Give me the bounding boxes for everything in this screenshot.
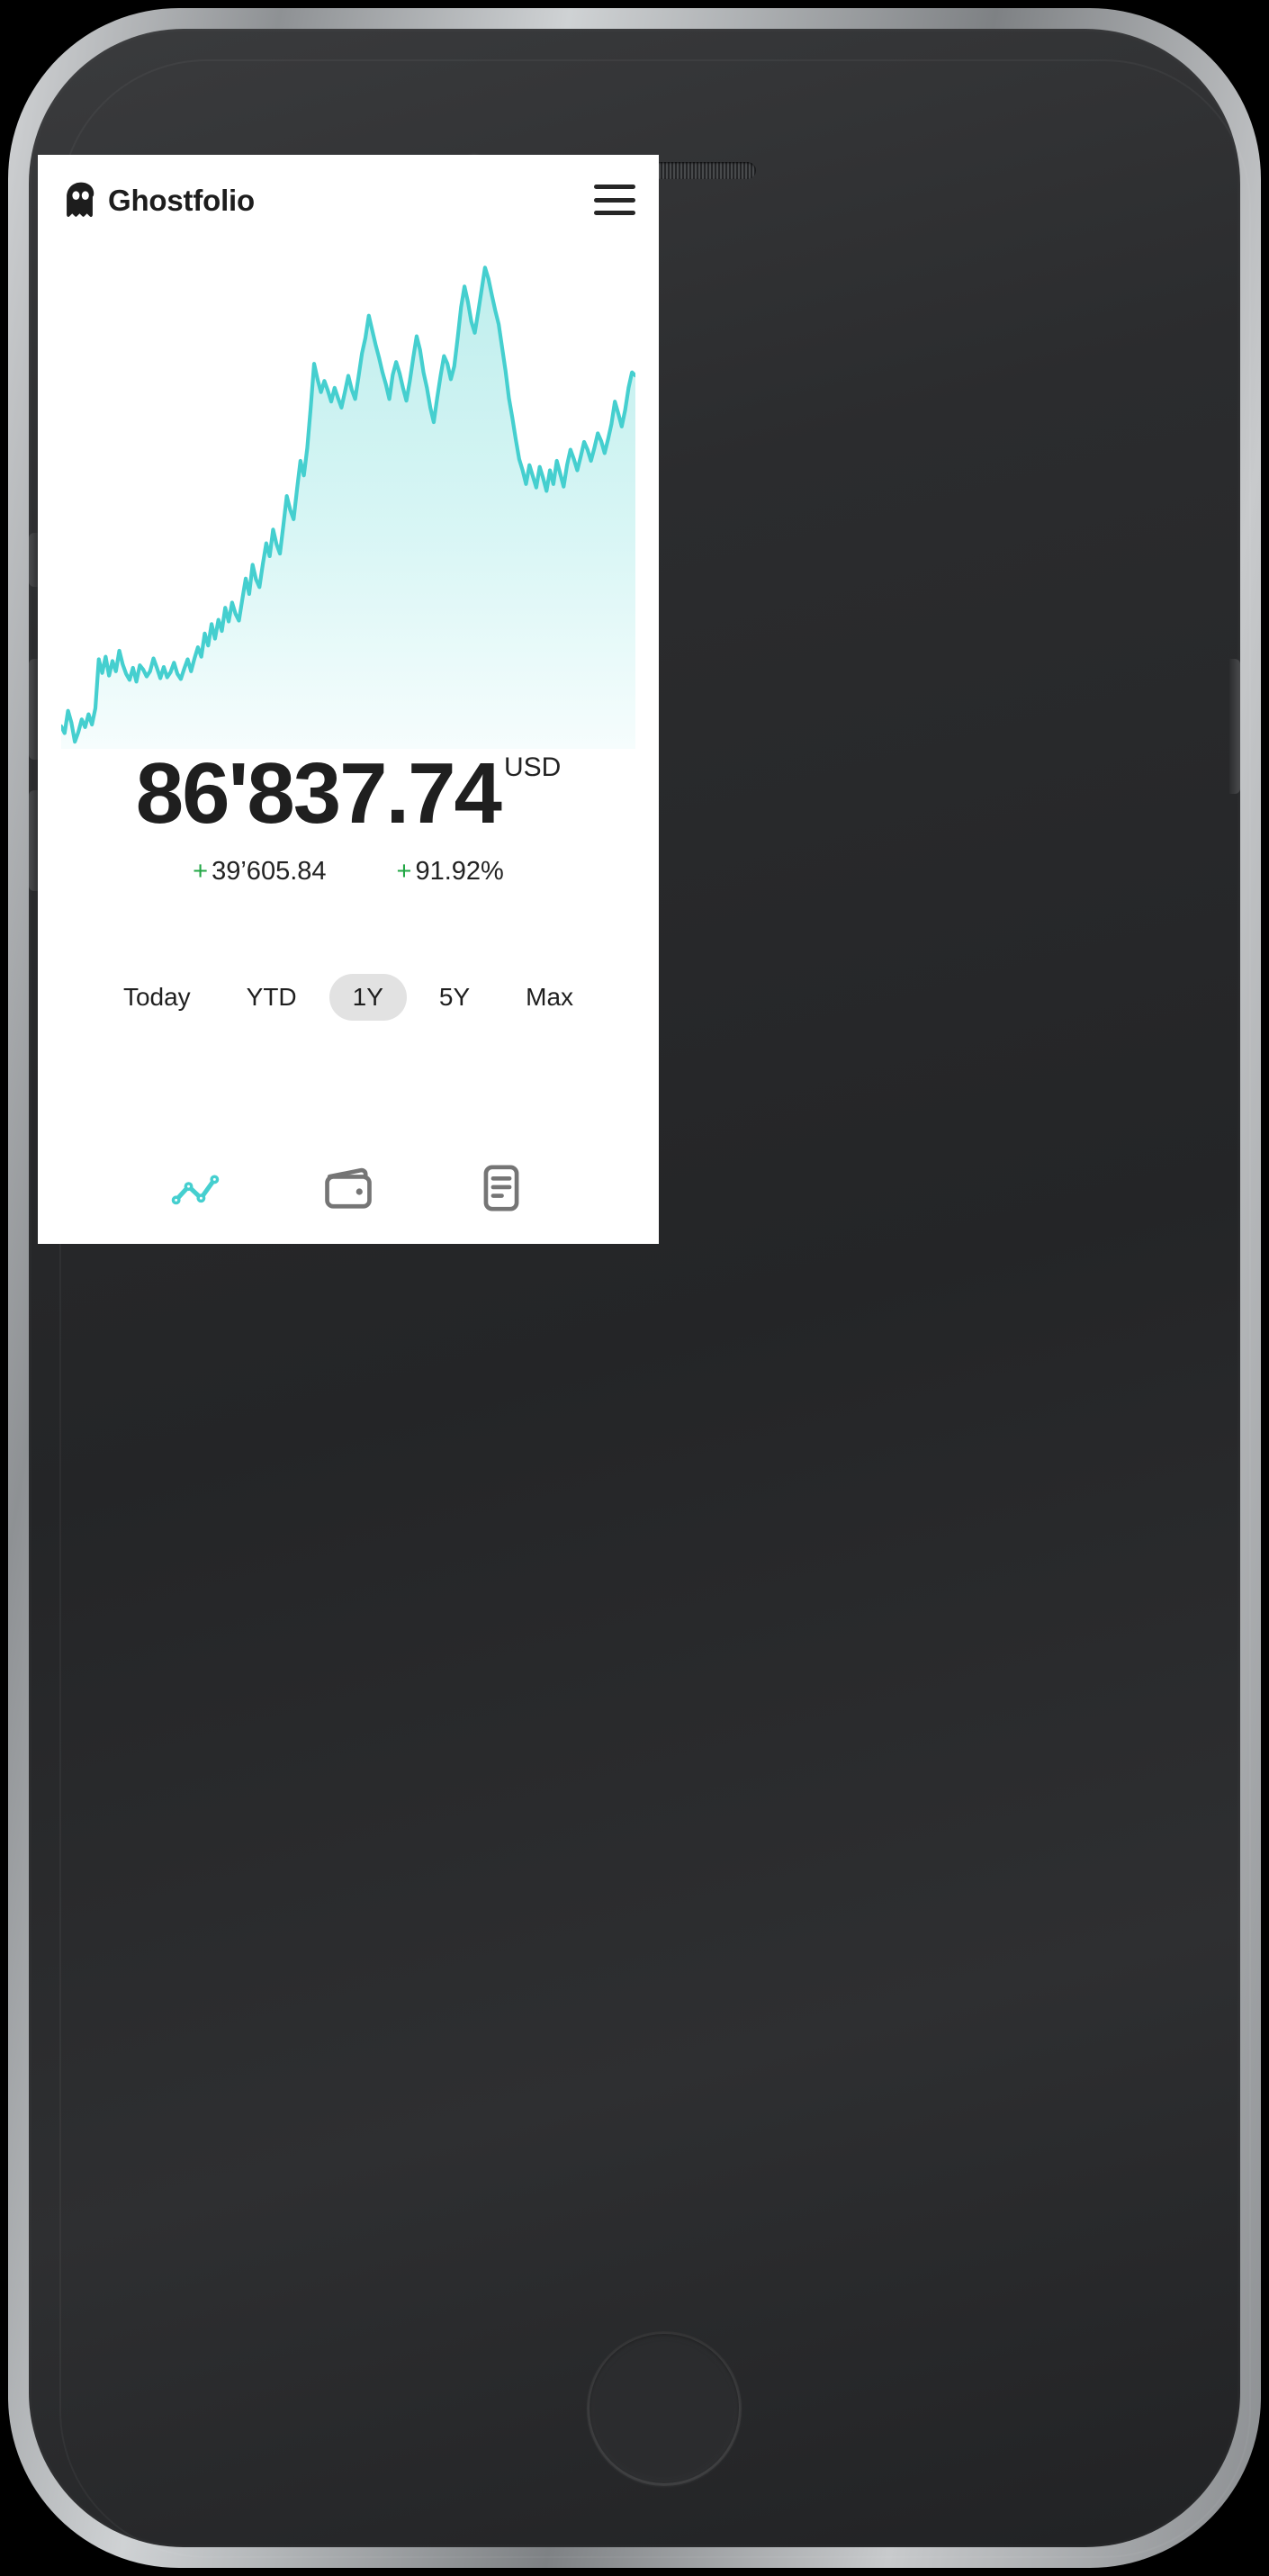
absolute-change-sign: + — [193, 857, 209, 886]
power-button[interactable] — [1229, 659, 1240, 794]
chart-svg — [61, 266, 635, 749]
range-option-ytd[interactable]: YTD — [246, 983, 297, 1011]
absolute-change-amount: 39’605.84 — [212, 857, 327, 886]
nav-item-overview[interactable] — [166, 1159, 224, 1217]
home-button[interactable] — [587, 2331, 742, 2486]
chart-line — [61, 266, 635, 744]
portfolio-currency: USD — [503, 752, 562, 782]
percent-change: +91.92% — [397, 857, 504, 887]
portfolio-performance-chart[interactable] — [38, 245, 659, 749]
range-option-today[interactable]: Today — [122, 983, 191, 1011]
app-bar: Ghostfolio — [38, 155, 659, 245]
document-icon — [483, 1165, 519, 1211]
hamburger-menu-icon[interactable] — [594, 185, 635, 215]
line-chart-icon — [171, 1175, 220, 1205]
date-range-selector[interactable]: Today YTD 1Y 5Y Max — [38, 974, 659, 1021]
chart-area-fill — [61, 267, 635, 749]
volume-down-button[interactable] — [29, 790, 40, 891]
nav-item-portfolio[interactable] — [320, 1159, 377, 1217]
percent-change-sign: + — [396, 857, 412, 886]
mute-switch[interactable] — [29, 533, 40, 587]
portfolio-value-row: 86'837.74 USD — [136, 751, 562, 837]
hamburger-line-1 — [594, 185, 635, 189]
nav-item-transactions[interactable] — [472, 1159, 530, 1217]
hamburger-line-3 — [594, 211, 635, 215]
range-option-5y[interactable]: 5Y — [438, 983, 471, 1011]
ghost-icon — [67, 182, 94, 217]
percent-change-amount: 91.92% — [415, 857, 504, 886]
bottom-navigation — [38, 1132, 659, 1244]
portfolio-value-block: 86'837.74 USD +39’605.84 +91.92% — [38, 751, 659, 887]
portfolio-change-row: +39’605.84 +91.92% — [38, 857, 659, 887]
wallet-icon — [325, 1167, 372, 1209]
range-option-max[interactable]: Max — [526, 983, 574, 1011]
range-option-1y[interactable]: 1Y — [328, 974, 407, 1021]
hamburger-line-2 — [594, 197, 635, 203]
volume-up-button[interactable] — [29, 659, 40, 760]
absolute-change: +39’605.84 — [193, 857, 326, 887]
app-title: Ghostfolio — [108, 183, 255, 217]
portfolio-value: 86'837.74 — [135, 745, 502, 842]
app-screen: Ghostfolio — [38, 155, 659, 1244]
app-brand[interactable]: Ghostfolio — [65, 182, 255, 218]
